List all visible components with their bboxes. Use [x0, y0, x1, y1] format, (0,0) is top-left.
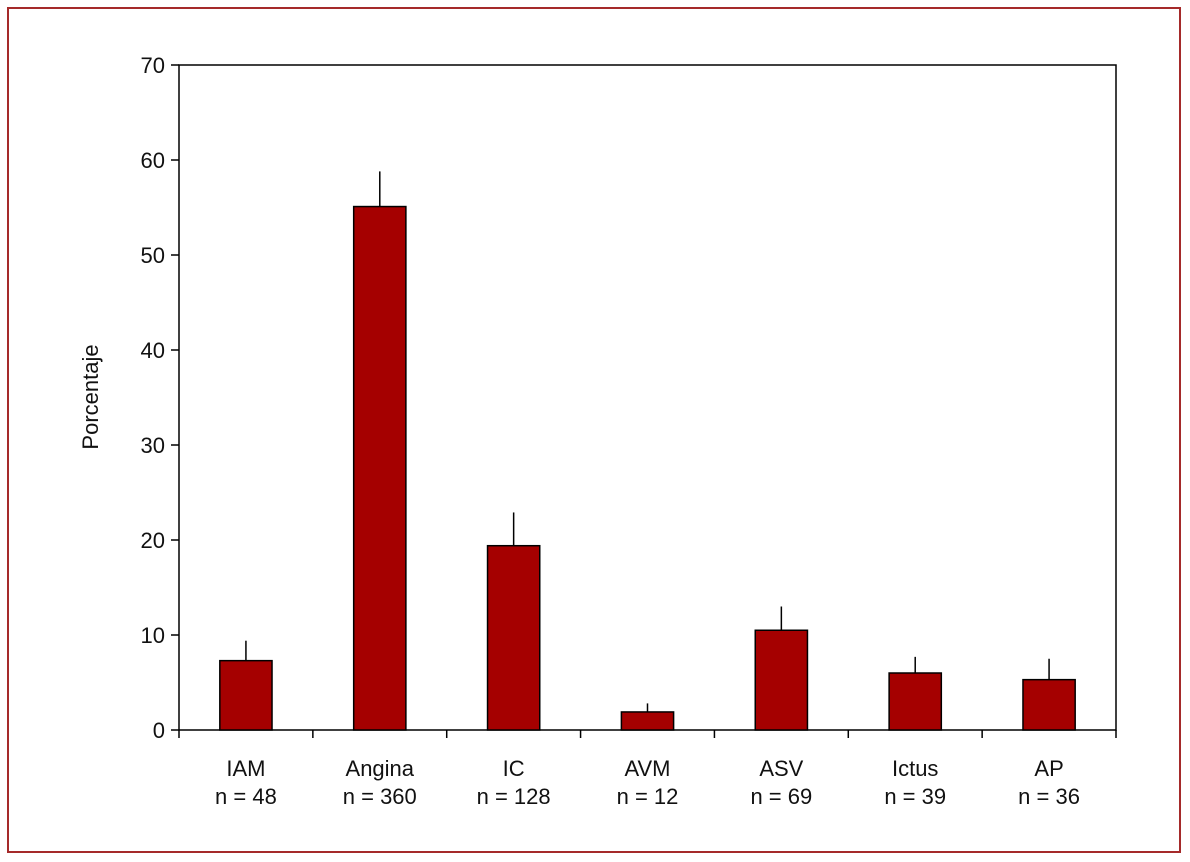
- x-sample-size-label: n = 12: [617, 784, 679, 809]
- bars: [219, 205, 1076, 731]
- x-sample-size-label: n = 39: [884, 784, 946, 809]
- x-axis: [178, 730, 1117, 738]
- y-axis: 0 10 20 30 40 50 60 70: [141, 53, 179, 743]
- x-sample-size-label: n = 36: [1018, 784, 1080, 809]
- x-sample-size-label: n = 48: [215, 784, 277, 809]
- x-tick-label: ASV: [759, 756, 803, 781]
- x-sample-size-label: n = 360: [343, 784, 417, 809]
- y-tick-label: 20: [141, 528, 165, 553]
- bar-ictus: [888, 672, 943, 731]
- y-tick-label: 60: [141, 148, 165, 173]
- bar-iam: [219, 659, 273, 731]
- error-bars: [245, 171, 1050, 712]
- plot-area: [178, 64, 1117, 731]
- y-tick-label: 70: [141, 53, 165, 78]
- figure-frame: [7, 7, 1181, 853]
- bar-avm: [620, 711, 675, 731]
- y-tick-label: 0: [153, 718, 165, 743]
- bar-angina: [352, 205, 407, 731]
- x-tick-label: IAM: [226, 756, 265, 781]
- x-tick-label: AVM: [624, 756, 670, 781]
- x-sample-size-label: n = 69: [750, 784, 812, 809]
- y-tick-label: 40: [141, 338, 165, 363]
- y-tick-label: 10: [141, 623, 165, 648]
- x-tick-label: Angina: [346, 756, 415, 781]
- bar-ic: [486, 544, 541, 731]
- x-tick-labels: IAM n = 48 Angina n = 360 IC n = 128 AVM n = 12…: [215, 756, 1080, 809]
- x-tick-label: Ictus: [892, 756, 938, 781]
- bar-asv: [754, 629, 809, 731]
- y-tick-label: 50: [141, 243, 165, 268]
- bar-ap: [1022, 678, 1076, 731]
- y-tick-label: 30: [141, 433, 165, 458]
- y-axis-label: Porcentaje: [78, 344, 103, 449]
- x-tick-label: IC: [503, 756, 525, 781]
- x-tick-label: AP: [1034, 756, 1063, 781]
- x-sample-size-label: n = 128: [477, 784, 551, 809]
